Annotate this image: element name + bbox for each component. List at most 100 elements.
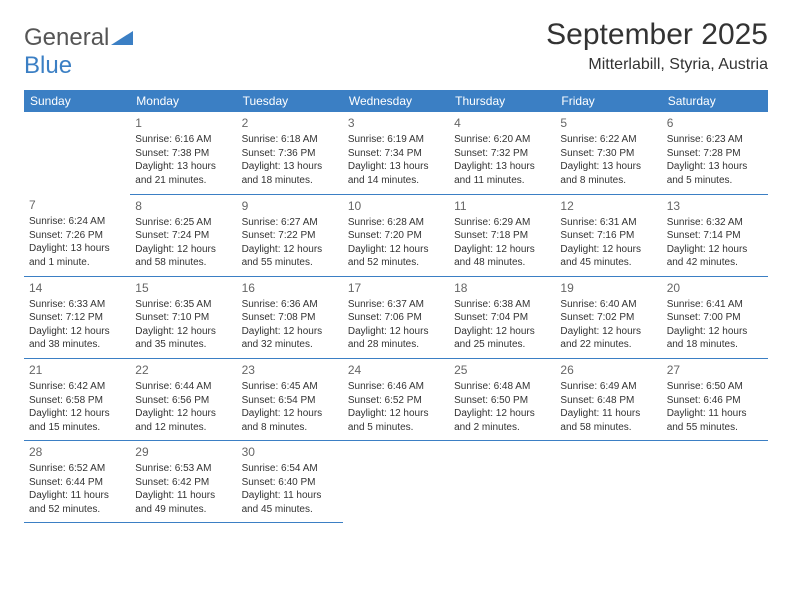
- day-number: 13: [667, 198, 763, 214]
- sunset-line: Sunset: 6:46 PM: [667, 394, 763, 408]
- day-number: 20: [667, 280, 763, 296]
- daylight-line: Daylight: 13 hours and 21 minutes.: [135, 160, 231, 187]
- calendar-row: 7Sunrise: 6:24 AMSunset: 7:26 PMDaylight…: [24, 194, 768, 276]
- sunrise-line: Sunrise: 6:18 AM: [242, 133, 338, 147]
- calendar-cell: 19Sunrise: 6:40 AMSunset: 7:02 PMDayligh…: [555, 276, 661, 358]
- sunset-line: Sunset: 6:54 PM: [242, 394, 338, 408]
- calendar-cell: 30Sunrise: 6:54 AMSunset: 6:40 PMDayligh…: [237, 441, 343, 523]
- day-number: 4: [454, 115, 550, 131]
- sunrise-line: Sunrise: 6:42 AM: [29, 380, 125, 394]
- day-number: 27: [667, 362, 763, 378]
- sunrise-line: Sunrise: 6:16 AM: [135, 133, 231, 147]
- daylight-line: Daylight: 12 hours and 28 minutes.: [348, 325, 444, 352]
- day-number: 17: [348, 280, 444, 296]
- sunset-line: Sunset: 7:14 PM: [667, 229, 763, 243]
- sunrise-line: Sunrise: 6:24 AM: [29, 215, 125, 229]
- daylight-line: Daylight: 12 hours and 52 minutes.: [348, 243, 444, 270]
- day-number: 28: [29, 444, 125, 460]
- sunset-line: Sunset: 7:04 PM: [454, 311, 550, 325]
- sunrise-line: Sunrise: 6:46 AM: [348, 380, 444, 394]
- daylight-line: Daylight: 11 hours and 58 minutes.: [560, 407, 656, 434]
- calendar-row: 28Sunrise: 6:52 AMSunset: 6:44 PMDayligh…: [24, 441, 768, 523]
- calendar-cell: 8Sunrise: 6:25 AMSunset: 7:24 PMDaylight…: [130, 194, 236, 276]
- sunrise-line: Sunrise: 6:19 AM: [348, 133, 444, 147]
- calendar-cell: 18 Sunrise: 6:38 AMSunset: 7:04 PMDayligh…: [449, 276, 555, 358]
- day-number: 10: [348, 198, 444, 214]
- month-title: September 2025: [546, 18, 768, 52]
- day-number: 12: [560, 198, 656, 214]
- sunset-line: Sunset: 7:20 PM: [348, 229, 444, 243]
- sunrise-line: Sunrise: 6:20 AM: [454, 133, 550, 147]
- weekday-row: SundayMondayTuesdayWednesdayThursdayFrid…: [24, 90, 768, 112]
- daylight-line: Daylight: 13 hours and 11 minutes.: [454, 160, 550, 187]
- calendar-cell: 5 Sunrise: 6:22 AMSunset: 7:30 PMDaylight…: [555, 112, 661, 194]
- sunrise-line: Sunrise: 6:27 AM: [242, 216, 338, 230]
- daylight-line: Daylight: 12 hours and 35 minutes.: [135, 325, 231, 352]
- day-number: 8: [135, 198, 231, 214]
- calendar-cell: 27Sunrise: 6:50 AMSunset: 6:46 PMDayligh…: [662, 358, 768, 440]
- daylight-line: Daylight: 13 hours and 18 minutes.: [242, 160, 338, 187]
- day-number: 22: [135, 362, 231, 378]
- weekday-header: Friday: [555, 90, 661, 112]
- calendar-cell: 22Sunrise: 6:44 AMSunset: 6:56 PMDayligh…: [130, 358, 236, 440]
- header: GeneralBlue September 2025 Mitterlabill,…: [24, 18, 768, 80]
- calendar-table: SundayMondayTuesdayWednesdayThursdayFrid…: [24, 90, 768, 523]
- location: Mitterlabill, Styria, Austria: [546, 56, 768, 74]
- daylight-line: Daylight: 12 hours and 18 minutes.: [667, 325, 763, 352]
- day-number: 24: [348, 362, 444, 378]
- day-number: 2: [242, 115, 338, 131]
- calendar-head: SundayMondayTuesdayWednesdayThursdayFrid…: [24, 90, 768, 112]
- sunset-line: Sunset: 7:30 PM: [560, 147, 656, 161]
- sunrise-line: Sunrise: 6:45 AM: [242, 380, 338, 394]
- weekday-header: Saturday: [662, 90, 768, 112]
- weekday-header: Wednesday: [343, 90, 449, 112]
- daylight-line: Daylight: 13 hours and 14 minutes.: [348, 160, 444, 187]
- sunset-line: Sunset: 6:42 PM: [135, 476, 231, 490]
- calendar-row: 1Sunrise: 6:16 AMSunset: 7:38 PMDaylight…: [24, 112, 768, 194]
- day-number: 19: [560, 280, 656, 296]
- sunrise-line: Sunrise: 6:38 AM: [454, 298, 550, 312]
- calendar-cell: 7Sunrise: 6:24 AMSunset: 7:26 PMDaylight…: [24, 194, 130, 276]
- sunrise-line: Sunrise: 6:31 AM: [560, 216, 656, 230]
- sunrise-line: Sunrise: 6:40 AM: [560, 298, 656, 312]
- calendar-cell: 14Sunrise: 6:33 AMSunset: 7:12 PMDayligh…: [24, 276, 130, 358]
- day-number: 1: [135, 115, 231, 131]
- sunrise-line: Sunrise: 6:49 AM: [560, 380, 656, 394]
- sunrise-line: Sunrise: 6:44 AM: [135, 380, 231, 394]
- sunrise-line: Sunrise: 6:37 AM: [348, 298, 444, 312]
- sunrise-line: Sunrise: 6:36 AM: [242, 298, 338, 312]
- sunrise-line: Sunrise: 6:22 AM: [560, 133, 656, 147]
- sunrise-line: Sunrise: 6:50 AM: [667, 380, 763, 394]
- sunset-line: Sunset: 7:24 PM: [135, 229, 231, 243]
- sunset-line: Sunset: 7:18 PM: [454, 229, 550, 243]
- daylight-line: Daylight: 12 hours and 25 minutes.: [454, 325, 550, 352]
- weekday-header: Monday: [130, 90, 236, 112]
- day-number: 3: [348, 115, 444, 131]
- day-number: 18: [454, 280, 550, 296]
- calendar-cell: 17Sunrise: 6:37 AMSunset: 7:06 PMDayligh…: [343, 276, 449, 358]
- day-number: 23: [242, 362, 338, 378]
- day-number: 5: [560, 115, 656, 131]
- logo-text: GeneralBlue: [24, 24, 133, 80]
- calendar-cell: 29Sunrise: 6:53 AMSunset: 6:42 PMDayligh…: [130, 441, 236, 523]
- sunrise-line: Sunrise: 6:53 AM: [135, 462, 231, 476]
- sunset-line: Sunset: 7:34 PM: [348, 147, 444, 161]
- title-block: September 2025 Mitterlabill, Styria, Aus…: [546, 18, 768, 74]
- daylight-line: Daylight: 13 hours and 8 minutes.: [560, 160, 656, 187]
- day-number: 21: [29, 362, 125, 378]
- calendar-cell-empty: [449, 441, 555, 523]
- sunset-line: Sunset: 7:26 PM: [29, 229, 125, 243]
- day-number: 29: [135, 444, 231, 460]
- calendar-cell-empty: [662, 441, 768, 523]
- logo-word1: General: [24, 24, 109, 51]
- daylight-line: Daylight: 12 hours and 38 minutes.: [29, 325, 125, 352]
- calendar-cell: 13Sunrise: 6:32 AMSunset: 7:14 PMDayligh…: [662, 194, 768, 276]
- logo: GeneralBlue: [24, 24, 133, 80]
- calendar-body: 1Sunrise: 6:16 AMSunset: 7:38 PMDaylight…: [24, 112, 768, 523]
- day-number: 15: [135, 280, 231, 296]
- calendar-cell: 11Sunrise: 6:29 AMSunset: 7:18 PMDayligh…: [449, 194, 555, 276]
- sunrise-line: Sunrise: 6:25 AM: [135, 216, 231, 230]
- sunrise-line: Sunrise: 6:23 AM: [667, 133, 763, 147]
- daylight-line: Daylight: 12 hours and 2 minutes.: [454, 407, 550, 434]
- calendar-cell: 1Sunrise: 6:16 AMSunset: 7:38 PMDaylight…: [130, 112, 236, 194]
